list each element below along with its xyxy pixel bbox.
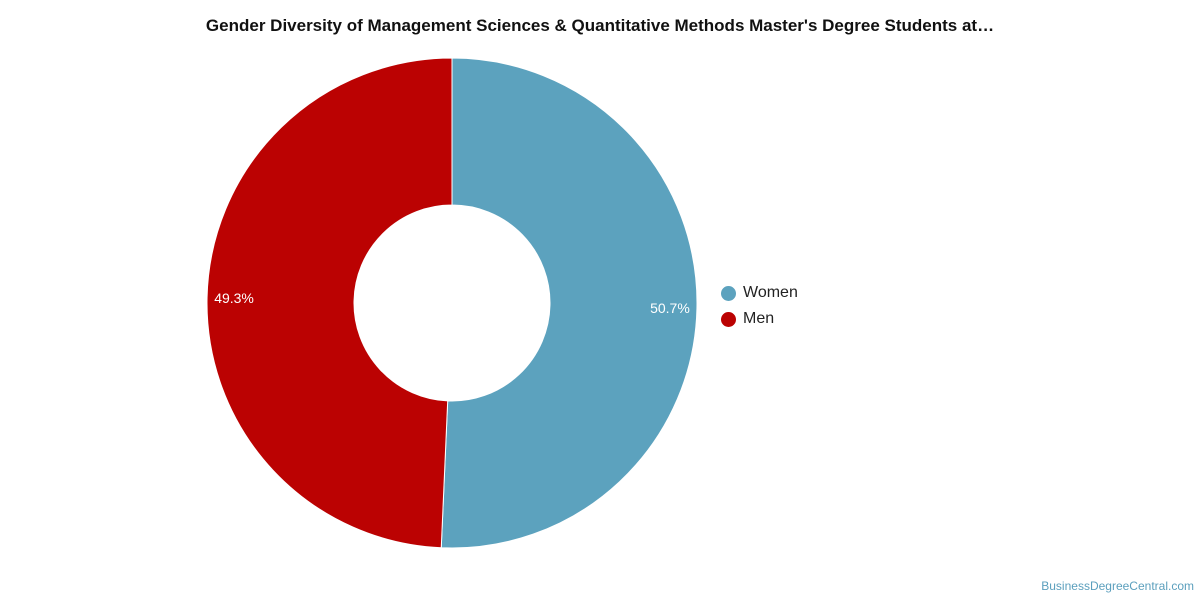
legend-swatch-women — [721, 285, 736, 301]
legend-label-women: Women — [743, 284, 798, 301]
legend-item-men[interactable]: Men — [721, 306, 798, 332]
watermark[interactable]: BusinessDegreeCentral.com — [1041, 579, 1194, 593]
chart-legend: Women Men — [721, 280, 798, 332]
slice-men[interactable] — [206, 57, 453, 549]
legend-item-women[interactable]: Women — [721, 280, 798, 306]
slice-labels-layer: 50.7% 49.3% — [214, 290, 690, 316]
slices-layer — [206, 57, 698, 549]
slice-women[interactable] — [440, 57, 698, 549]
slice-label-men: 49.3% — [214, 290, 254, 306]
legend-swatch-men — [721, 311, 736, 327]
chart-title: Gender Diversity of Management Sciences … — [205, 16, 995, 35]
slice-label-women: 50.7% — [650, 300, 690, 316]
legend-label-men: Men — [743, 310, 775, 327]
